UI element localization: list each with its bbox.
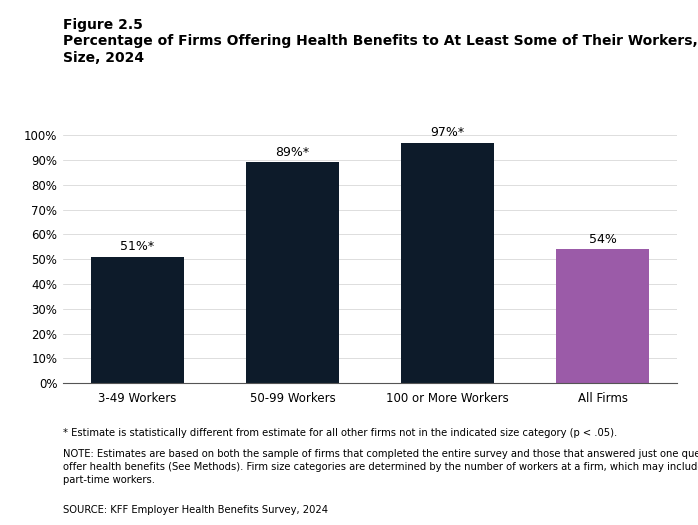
- Text: Figure 2.5: Figure 2.5: [63, 18, 142, 33]
- Text: * Estimate is statistically different from estimate for all other firms not in t: * Estimate is statistically different fr…: [63, 428, 617, 438]
- Text: 51%*: 51%*: [120, 240, 154, 253]
- Bar: [246, 162, 339, 383]
- Bar: [401, 142, 494, 383]
- Bar: [556, 249, 649, 383]
- Text: SOURCE: KFF Employer Health Benefits Survey, 2024: SOURCE: KFF Employer Health Benefits Sur…: [63, 505, 328, 515]
- Text: Percentage of Firms Offering Health Benefits to At Least Some of Their Workers, : Percentage of Firms Offering Health Bene…: [63, 34, 698, 66]
- Bar: [91, 257, 184, 383]
- Text: NOTE: Estimates are based on both the sample of firms that completed the entire : NOTE: Estimates are based on both the sa…: [63, 449, 698, 485]
- Text: 97%*: 97%*: [431, 126, 465, 139]
- Text: 89%*: 89%*: [275, 145, 309, 159]
- Text: 54%: 54%: [588, 233, 616, 246]
